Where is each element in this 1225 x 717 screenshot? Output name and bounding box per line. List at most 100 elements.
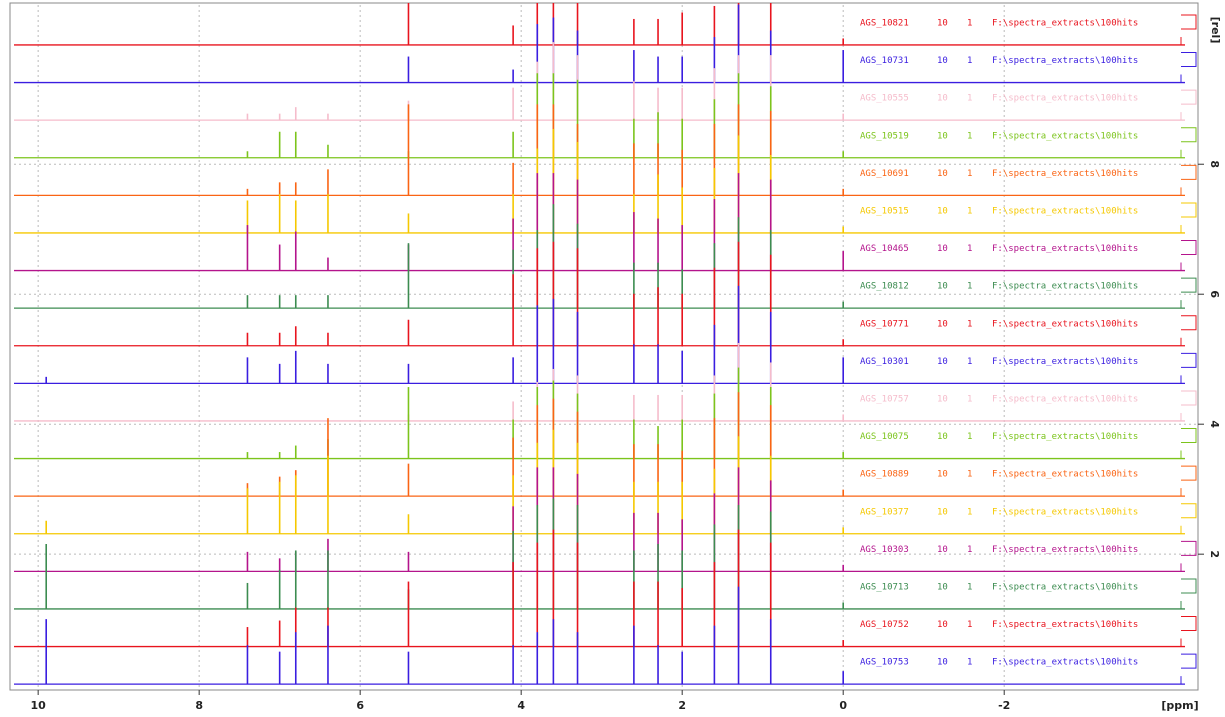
legend-path: F:\spectra_extracts\100hits — [992, 282, 1138, 292]
legend-procno: 1 — [967, 319, 972, 329]
legend-name: AGS_10821 — [860, 18, 909, 28]
legend-expno: 10 — [937, 131, 948, 141]
legend-name: AGS_10812 — [860, 282, 909, 292]
y-axis-label: [rel] — [1209, 17, 1222, 44]
legend-bracket — [1180, 352, 1197, 384]
legend-procno: 1 — [967, 658, 972, 668]
legend-bracket — [1180, 14, 1197, 45]
legend-path: F:\spectra_extracts\100hits — [992, 244, 1138, 254]
legend-bracket — [1180, 315, 1197, 346]
legend-bracket — [1180, 52, 1197, 83]
legend-expno: 10 — [937, 319, 948, 329]
legend-name: AGS_10555 — [860, 94, 909, 104]
legend-path: F:\spectra_extracts\100hits — [992, 94, 1138, 104]
legend-expno: 10 — [937, 169, 948, 179]
legend-path: F:\spectra_extracts\100hits — [992, 658, 1138, 668]
legend-name: AGS_10731 — [860, 56, 909, 66]
legend-expno: 10 — [937, 282, 948, 292]
legend-name: AGS_10303 — [860, 545, 909, 555]
x-tick-label: 4 — [517, 699, 525, 712]
legend-bracket — [1180, 202, 1197, 233]
legend-procno: 1 — [967, 131, 972, 141]
legend-expno: 10 — [937, 357, 948, 367]
legend-expno: 10 — [937, 206, 948, 216]
legend-procno: 1 — [967, 56, 972, 66]
y-tick-label: 2 — [1208, 550, 1221, 558]
legend-path: F:\spectra_extracts\100hits — [992, 582, 1138, 592]
x-tick-label: 6 — [356, 699, 364, 712]
legend-expno: 10 — [937, 658, 948, 668]
legend-name: AGS_10752 — [860, 620, 909, 630]
legend-name: AGS_10301 — [860, 357, 909, 367]
legend-name: AGS_10713 — [860, 582, 909, 592]
spectra — [14, 3, 1185, 685]
legend-bracket — [1180, 616, 1197, 647]
legend-procno: 1 — [967, 244, 972, 254]
legend-procno: 1 — [967, 206, 972, 216]
plot-frame — [9, 2, 1199, 691]
legend-name: AGS_10889 — [860, 470, 909, 480]
legend-procno: 1 — [967, 507, 972, 517]
legend-expno: 10 — [937, 507, 948, 517]
legend-name: AGS_10771 — [860, 319, 909, 329]
legend-expno: 10 — [937, 432, 948, 442]
y-tick-label: 4 — [1208, 420, 1221, 428]
x-tick-label: 0 — [839, 699, 847, 712]
legend-procno: 1 — [967, 94, 972, 104]
legend-expno: 10 — [937, 18, 948, 28]
legend-path: F:\spectra_extracts\100hits — [992, 620, 1138, 630]
legend-expno: 10 — [937, 94, 948, 104]
legend-path: F:\spectra_extracts\100hits — [992, 470, 1138, 480]
legend-expno: 10 — [937, 582, 948, 592]
legend-name: AGS_10757 — [860, 394, 909, 404]
legend-expno: 10 — [937, 56, 948, 66]
x-axis-label: [ppm] — [1161, 699, 1198, 712]
legend-name: AGS_10465 — [860, 244, 909, 254]
legend-expno: 10 — [937, 244, 948, 254]
legend-path: F:\spectra_extracts\100hits — [992, 206, 1138, 216]
legend-expno: 10 — [937, 620, 948, 630]
x-tick-label: -2 — [998, 699, 1010, 712]
x-tick-label: 2 — [678, 699, 686, 712]
legend-bracket — [1180, 277, 1197, 309]
legend-path: F:\spectra_extracts\100hits — [992, 507, 1138, 517]
legend-name: AGS_10691 — [860, 169, 909, 179]
legend-bracket — [1180, 428, 1197, 459]
legend-name: AGS_10377 — [860, 507, 909, 517]
legend-expno: 10 — [937, 394, 948, 404]
legend-procno: 1 — [967, 357, 972, 367]
legend-bracket — [1180, 240, 1197, 271]
legend-path: F:\spectra_extracts\100hits — [992, 18, 1138, 28]
legend: AGS_10821 10 1 F:\spectra_extracts\100hits A… — [860, 14, 1197, 685]
legend-bracket — [1180, 465, 1197, 497]
legend-name: AGS_10519 — [860, 131, 909, 141]
legend-procno: 1 — [967, 432, 972, 442]
x-tick-label: 10 — [30, 699, 46, 712]
legend-name: AGS_10515 — [860, 206, 909, 216]
legend-procno: 1 — [967, 545, 972, 555]
legend-path: F:\spectra_extracts\100hits — [992, 131, 1138, 141]
legend-procno: 1 — [967, 18, 972, 28]
legend-path: F:\spectra_extracts\100hits — [992, 357, 1138, 367]
legend-path: F:\spectra_extracts\100hits — [992, 432, 1138, 442]
y-tick-label: 8 — [1208, 160, 1221, 168]
legend-procno: 1 — [967, 620, 972, 630]
legend-bracket — [1180, 540, 1197, 572]
legend-path: F:\spectra_extracts\100hits — [992, 545, 1138, 555]
x-tick-label: 8 — [195, 699, 203, 712]
legend-procno: 1 — [967, 282, 972, 292]
legend-bracket — [1180, 578, 1197, 609]
legend-expno: 10 — [937, 470, 948, 480]
legend-bracket — [1180, 89, 1197, 121]
axes: 10 8 6 4 2 0 -2 2 4 6 8 — [30, 160, 1221, 712]
legend-procno: 1 — [967, 470, 972, 480]
legend-bracket — [1180, 503, 1197, 534]
legend-bracket — [1180, 653, 1197, 685]
legend-path: F:\spectra_extracts\100hits — [992, 319, 1138, 329]
legend-procno: 1 — [967, 169, 972, 179]
legend-name: AGS_10075 — [860, 432, 909, 442]
y-tick-label: 6 — [1208, 290, 1221, 298]
legend-path: F:\spectra_extracts\100hits — [992, 169, 1138, 179]
legend-name: AGS_10753 — [860, 658, 909, 668]
